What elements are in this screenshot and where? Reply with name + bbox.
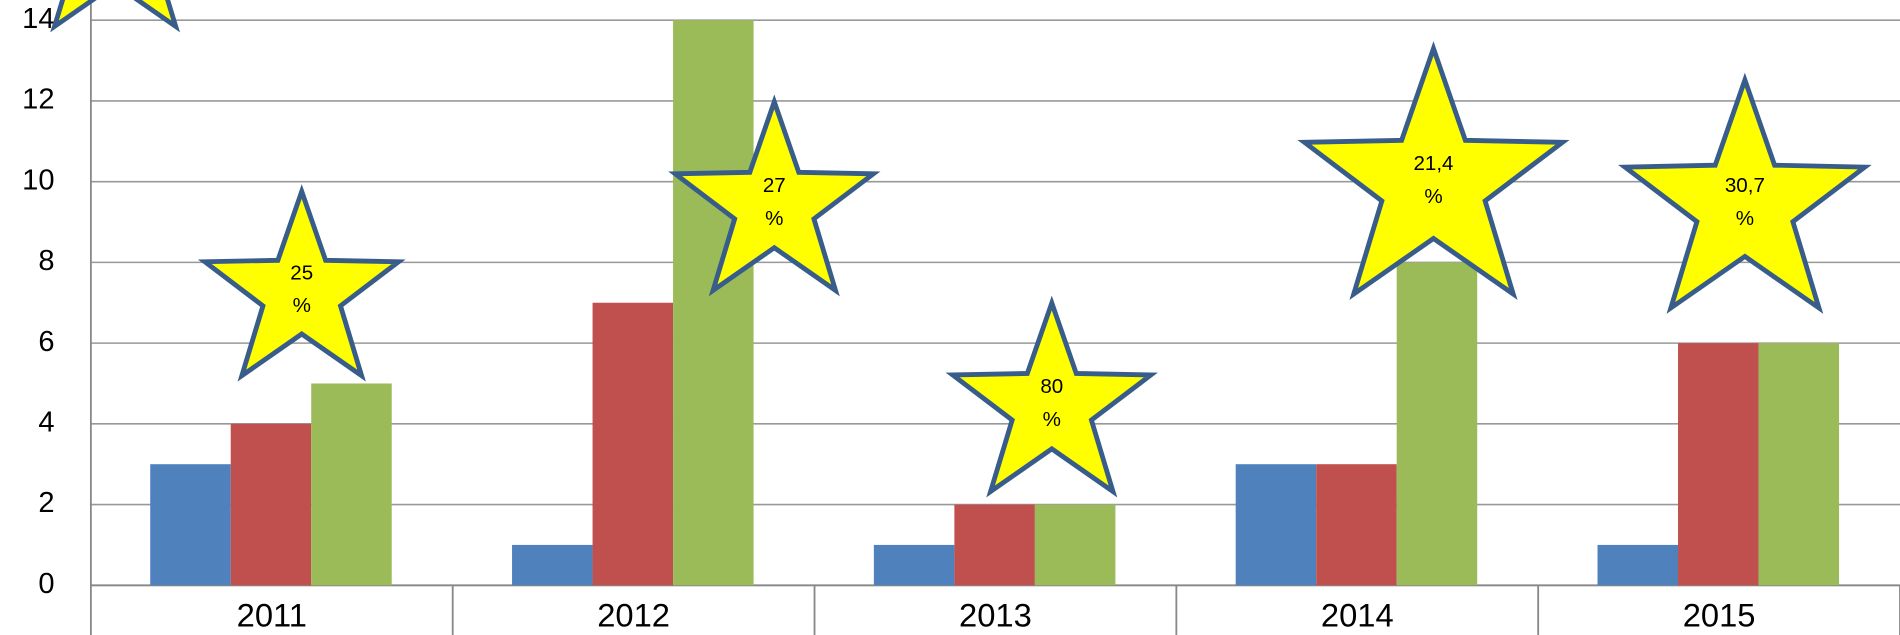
star-label: % bbox=[293, 294, 311, 317]
bar bbox=[1396, 262, 1478, 586]
star-label: % bbox=[1424, 185, 1442, 208]
star-label: % bbox=[1736, 207, 1754, 230]
bar bbox=[150, 464, 231, 586]
bar bbox=[311, 383, 392, 586]
star bbox=[50, 0, 181, 33]
y-tick-label: 10 bbox=[22, 164, 54, 196]
star-label: 21,4 bbox=[1413, 152, 1453, 175]
star-label: 80 bbox=[1040, 375, 1063, 398]
y-tick-label: 8 bbox=[38, 245, 54, 277]
star bbox=[945, 295, 1158, 498]
y-tick-label: 12 bbox=[22, 84, 54, 116]
bar bbox=[1597, 544, 1679, 586]
bar bbox=[1678, 343, 1759, 586]
star-label: 27 bbox=[763, 174, 786, 197]
star-label: 30,7 bbox=[1725, 174, 1765, 197]
bar bbox=[1758, 343, 1840, 586]
star-label: % bbox=[765, 207, 783, 230]
bar bbox=[230, 423, 312, 586]
star bbox=[668, 94, 881, 297]
bar bbox=[592, 302, 674, 586]
star bbox=[1297, 41, 1570, 300]
y-tick-label: 14 bbox=[22, 3, 54, 35]
bar bbox=[954, 504, 1035, 586]
star bbox=[197, 184, 406, 382]
x-tick-label: 2013 bbox=[959, 597, 1032, 634]
bar bbox=[673, 20, 754, 586]
x-tick-label: 2011 bbox=[237, 597, 307, 634]
y-tick-label: 0 bbox=[38, 568, 54, 600]
x-tick-label: 2014 bbox=[1321, 597, 1394, 634]
y-tick-label: 4 bbox=[38, 407, 54, 439]
star-label: % bbox=[1043, 408, 1061, 431]
bar bbox=[873, 544, 955, 586]
bar bbox=[1235, 464, 1317, 586]
x-tick-label: 2015 bbox=[1683, 597, 1756, 634]
bar bbox=[512, 544, 593, 586]
bar bbox=[1316, 464, 1397, 586]
star-label: 25 bbox=[290, 261, 313, 284]
y-tick-label: 6 bbox=[38, 326, 54, 358]
y-tick-label: 2 bbox=[38, 487, 54, 519]
x-tick-label: 2012 bbox=[597, 597, 670, 634]
bar bbox=[1034, 504, 1116, 586]
star bbox=[1618, 72, 1872, 314]
